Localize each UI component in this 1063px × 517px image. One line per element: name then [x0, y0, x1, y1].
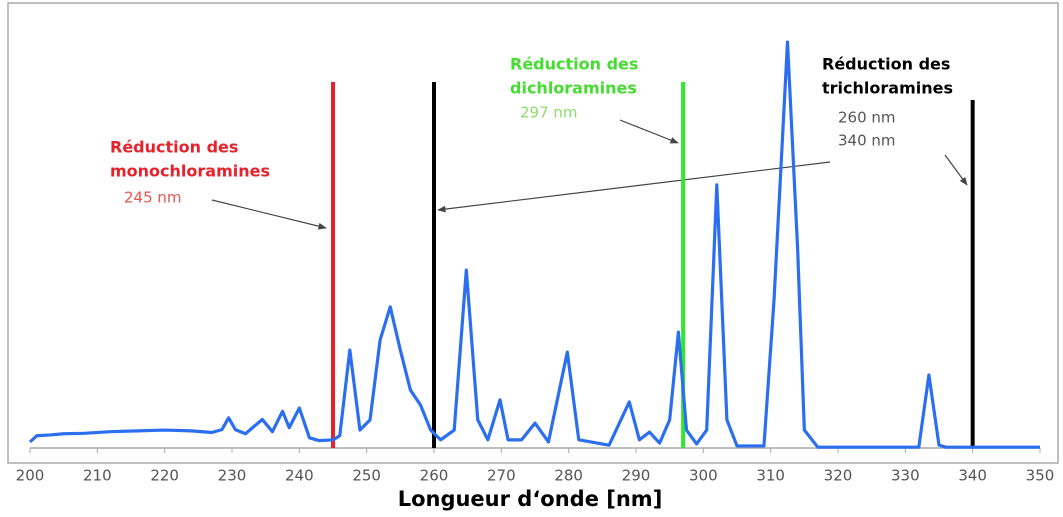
- spectrum-line: [28, 40, 1040, 449]
- x-tick-label: 250: [352, 467, 381, 485]
- annotation-title: Réduction des: [510, 55, 638, 74]
- arrow: [944, 154, 968, 186]
- x-tick-label: 230: [218, 467, 247, 485]
- arrow: [211, 199, 327, 230]
- annotation-title: trichloramines: [822, 79, 953, 98]
- annotation-title: Réduction des: [822, 55, 950, 74]
- x-tick-label: 280: [554, 467, 583, 485]
- annotation-label: 297 nm: [520, 104, 578, 122]
- arrows: [211, 119, 968, 230]
- arrow: [619, 119, 679, 144]
- annotation-title: dichloramines: [510, 79, 637, 98]
- x-tick-label: 260: [420, 467, 449, 485]
- x-tick-label: 220: [150, 467, 179, 485]
- x-tick-label: 320: [824, 467, 853, 485]
- x-tick-label: 300: [689, 467, 718, 485]
- x-tick-label: 330: [891, 467, 920, 485]
- x-tick-label: 340: [958, 467, 987, 485]
- x-tick-label: 350: [1026, 467, 1055, 485]
- x-tick-label: 200: [16, 467, 45, 485]
- x-tick-label: 210: [83, 467, 112, 485]
- x-tick-label: 270: [487, 467, 516, 485]
- x-tick-label: 240: [285, 467, 314, 485]
- frame: [7, 2, 1059, 464]
- annotation-label: 245 nm: [124, 189, 182, 207]
- annotation-title: monochloramines: [110, 162, 270, 181]
- x-tick-label: 310: [756, 467, 785, 485]
- arrow: [437, 161, 831, 213]
- annotation-label: 340 nm: [838, 132, 896, 150]
- annotation-title: Réduction des: [110, 138, 238, 157]
- annotation-label: 260 nm: [838, 109, 896, 127]
- x-axis-label: Longueur d‘onde [nm]: [398, 487, 663, 511]
- x-tick-label: 290: [622, 467, 651, 485]
